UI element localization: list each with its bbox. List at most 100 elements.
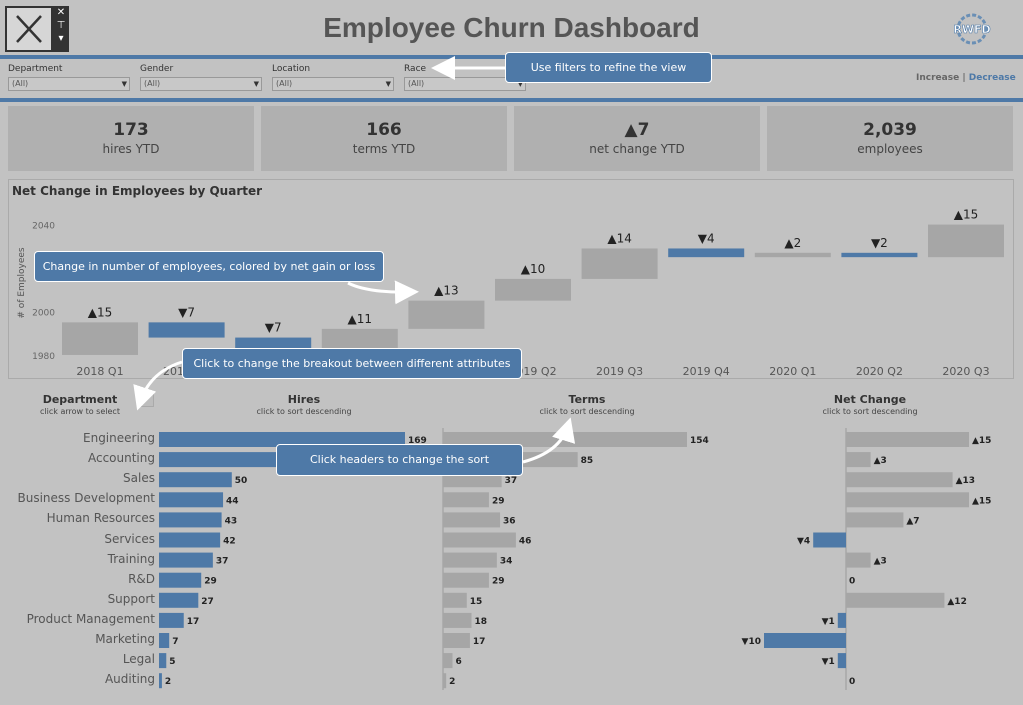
net-change-bar xyxy=(846,552,871,568)
kpi-label: hires YTD xyxy=(102,142,160,156)
location-filter[interactable]: Location (All) ▼ xyxy=(272,64,394,91)
kpi-hires: 173 hires YTD xyxy=(8,106,254,171)
terms-header[interactable]: Terms xyxy=(568,393,606,406)
color-legend: Increase | Decrease xyxy=(916,73,1016,83)
gender-select[interactable]: (All) ▼ xyxy=(140,77,262,91)
terms-bar xyxy=(443,633,470,648)
sort-arrow xyxy=(522,417,576,464)
hires-value-label: 7 xyxy=(172,637,178,647)
net-change-subheader: click to sort descending xyxy=(822,407,918,416)
department-row-label[interactable]: Services xyxy=(104,531,155,546)
page-title: Employee Churn Dashboard xyxy=(323,12,700,43)
dropdown-icon[interactable]: ▾ xyxy=(58,33,64,44)
logo-text: RWFD xyxy=(953,23,990,36)
department-row-label[interactable]: Product Management xyxy=(26,611,155,626)
terms-value-label: 29 xyxy=(492,496,505,506)
net-change-bar xyxy=(846,492,969,508)
change-callout: Change in number of employees, colored b… xyxy=(34,251,384,282)
net-change-value-label: ▲7 xyxy=(906,516,919,526)
hires-bar xyxy=(159,653,167,669)
net-change-value-label: ▲12 xyxy=(947,597,966,607)
hires-header[interactable]: Hires xyxy=(287,393,321,406)
race-select[interactable]: (All) ▼ xyxy=(404,77,526,91)
filter-label: Location xyxy=(272,64,311,74)
chevron-down-icon[interactable]: ▼ xyxy=(253,80,259,88)
terms-bar xyxy=(443,552,497,568)
logo-x-icon[interactable] xyxy=(5,6,53,52)
breakout-dropdown-icon[interactable] xyxy=(141,394,154,407)
location-select[interactable]: (All) ▼ xyxy=(272,77,394,91)
net-change-header[interactable]: Net Change xyxy=(833,393,907,406)
department-header[interactable]: Department xyxy=(42,393,118,406)
terms-bar xyxy=(443,673,447,689)
kpi-value: ▲7 xyxy=(624,120,650,140)
terms-value-label: 15 xyxy=(470,597,483,607)
net-change-value-label: 0 xyxy=(849,677,855,687)
hires-value-label: 44 xyxy=(226,496,239,506)
hires-value-label: 2 xyxy=(165,677,171,687)
department-row-label[interactable]: Legal xyxy=(122,652,155,667)
net-change-value-label: ▲3 xyxy=(874,557,887,567)
close-icon[interactable]: ✕ xyxy=(56,7,66,18)
filters-callout: Use filters to refine the view xyxy=(505,52,712,83)
hires-bar xyxy=(159,592,199,608)
net-change-value-label: ▲13 xyxy=(956,476,975,486)
department-row-label[interactable]: Engineering xyxy=(83,431,155,445)
terms-bar xyxy=(443,532,516,548)
department-filter[interactable]: Department (All) ▼ xyxy=(8,64,130,91)
kpi-employees: 2,039 employees xyxy=(767,106,1013,171)
pin-controls[interactable]: ✕ ⊤ ▾ xyxy=(53,6,69,52)
net-change-bar xyxy=(846,452,871,468)
department-row-label[interactable]: Sales xyxy=(123,471,155,486)
filter-divider xyxy=(0,98,1023,102)
chevron-down-icon[interactable]: ▼ xyxy=(385,80,391,88)
net-change-value-label: ▲15 xyxy=(972,496,991,506)
filter-value: (All) xyxy=(144,79,161,88)
terms-value-label: 37 xyxy=(505,476,518,486)
terms-subheader: click to sort descending xyxy=(539,407,635,416)
terms-bar xyxy=(443,592,467,608)
terms-value-label: 34 xyxy=(500,557,513,567)
breakout-callout: Click to change the breakout between dif… xyxy=(182,348,522,379)
department-row-label[interactable]: Business Development xyxy=(17,491,155,506)
chevron-down-icon[interactable]: ▼ xyxy=(517,80,523,88)
race-filter[interactable]: Race (All) ▼ xyxy=(404,64,526,91)
terms-value-label: 46 xyxy=(519,537,532,547)
net-change-bar xyxy=(846,512,904,528)
net-change-bar xyxy=(837,612,846,628)
sort-callout: Click headers to change the sort xyxy=(276,444,523,476)
pin-icon[interactable]: ⊤ xyxy=(56,20,66,31)
terms-value-label: 154 xyxy=(690,436,709,446)
chevron-down-icon[interactable]: ▼ xyxy=(121,80,127,88)
gender-filter[interactable]: Gender (All) ▼ xyxy=(140,64,262,91)
department-select[interactable]: (All) ▼ xyxy=(8,77,130,91)
terms-bar xyxy=(443,653,453,669)
net-change-value-label: ▼1 xyxy=(822,617,835,627)
net-change-value-label: ▲15 xyxy=(972,436,991,446)
hires-value-label: 42 xyxy=(223,537,236,547)
hires-bar xyxy=(159,452,288,468)
terms-value-label: 17 xyxy=(473,637,486,647)
department-row-label[interactable]: R&D xyxy=(128,571,155,586)
terms-value-label: 2 xyxy=(449,677,455,687)
kpi-label: net change YTD xyxy=(589,142,685,156)
department-row-label[interactable]: Support xyxy=(107,591,155,606)
net-change-value-label: ▲3 xyxy=(874,456,887,466)
hires-value-label: 29 xyxy=(204,577,217,587)
department-row-label[interactable]: Training xyxy=(107,551,155,566)
hires-bar xyxy=(159,633,170,648)
department-row-label[interactable]: Marketing xyxy=(95,632,155,646)
hires-subheader: click to sort descending xyxy=(256,407,352,416)
department-row-label[interactable]: Human Resources xyxy=(46,511,155,526)
kpi-value: 173 xyxy=(113,120,149,140)
hires-bar xyxy=(159,512,222,528)
filter-label: Race xyxy=(404,64,427,74)
legend-increase[interactable]: Increase xyxy=(916,73,960,83)
department-row-label[interactable]: Accounting xyxy=(87,451,155,466)
department-row-label[interactable]: Auditing xyxy=(104,672,155,687)
kpi-terms: 166 terms YTD xyxy=(261,106,507,171)
legend-decrease[interactable]: Decrease xyxy=(968,73,1016,83)
terms-bar xyxy=(443,572,489,588)
net-change-bar xyxy=(764,633,846,648)
net-change-bar xyxy=(837,653,846,669)
